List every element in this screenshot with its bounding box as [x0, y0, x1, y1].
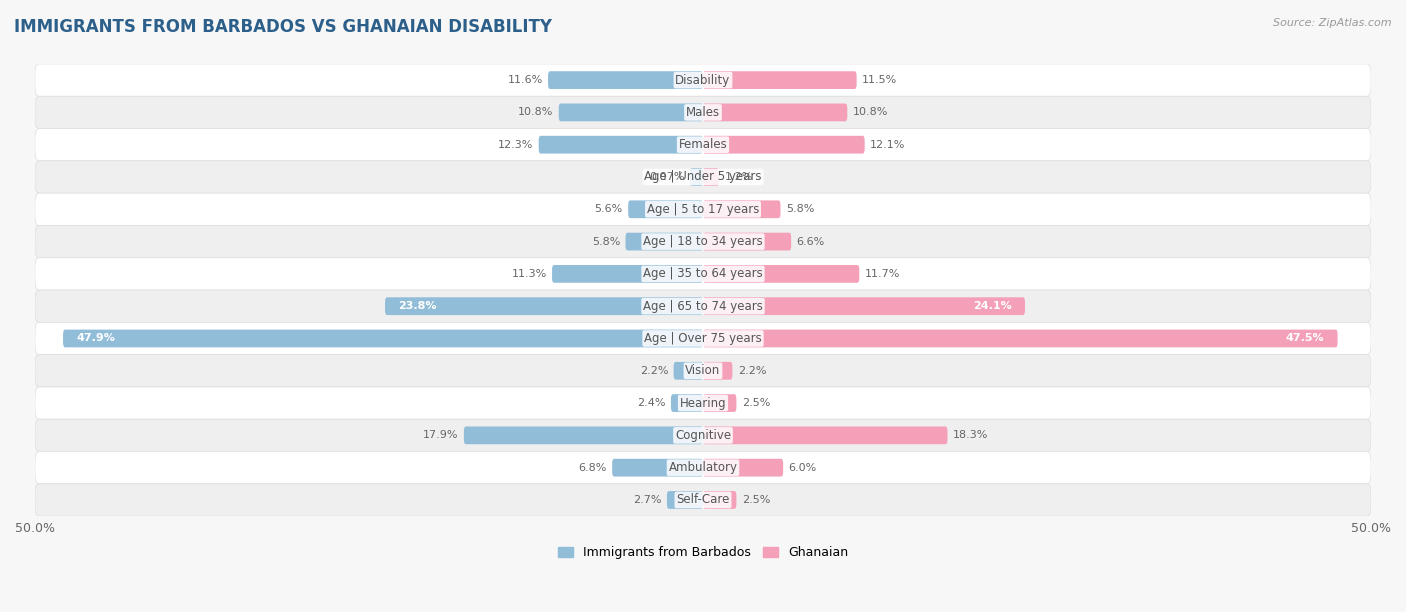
Text: Age | 35 to 64 years: Age | 35 to 64 years [643, 267, 763, 280]
FancyBboxPatch shape [35, 387, 1371, 419]
Text: 6.6%: 6.6% [797, 237, 825, 247]
FancyBboxPatch shape [703, 491, 737, 509]
FancyBboxPatch shape [703, 168, 718, 186]
FancyBboxPatch shape [553, 265, 703, 283]
Text: 12.3%: 12.3% [498, 140, 533, 150]
FancyBboxPatch shape [703, 233, 792, 250]
FancyBboxPatch shape [558, 103, 703, 121]
Text: Source: ZipAtlas.com: Source: ZipAtlas.com [1274, 18, 1392, 28]
FancyBboxPatch shape [628, 200, 703, 218]
FancyBboxPatch shape [703, 362, 733, 379]
Text: 18.3%: 18.3% [953, 430, 988, 441]
Text: 2.2%: 2.2% [640, 366, 668, 376]
FancyBboxPatch shape [690, 168, 703, 186]
FancyBboxPatch shape [666, 491, 703, 509]
FancyBboxPatch shape [703, 459, 783, 477]
Text: Vision: Vision [685, 364, 721, 377]
Text: 47.9%: 47.9% [76, 334, 115, 343]
FancyBboxPatch shape [703, 71, 856, 89]
FancyBboxPatch shape [671, 394, 703, 412]
FancyBboxPatch shape [35, 290, 1371, 323]
Text: 24.1%: 24.1% [973, 301, 1011, 311]
Text: 11.7%: 11.7% [865, 269, 900, 279]
Text: Age | 5 to 17 years: Age | 5 to 17 years [647, 203, 759, 216]
Text: Males: Males [686, 106, 720, 119]
Text: 11.3%: 11.3% [512, 269, 547, 279]
Text: Age | 18 to 34 years: Age | 18 to 34 years [643, 235, 763, 248]
Text: 10.8%: 10.8% [852, 107, 889, 118]
Text: Age | Over 75 years: Age | Over 75 years [644, 332, 762, 345]
Text: Females: Females [679, 138, 727, 151]
Text: 12.1%: 12.1% [870, 140, 905, 150]
FancyBboxPatch shape [703, 200, 780, 218]
FancyBboxPatch shape [35, 161, 1371, 193]
Text: 5.8%: 5.8% [592, 237, 620, 247]
Text: Ambulatory: Ambulatory [668, 461, 738, 474]
Text: 2.2%: 2.2% [738, 366, 766, 376]
FancyBboxPatch shape [63, 330, 703, 348]
FancyBboxPatch shape [385, 297, 703, 315]
Text: 6.8%: 6.8% [578, 463, 607, 472]
Text: Cognitive: Cognitive [675, 429, 731, 442]
Text: 5.8%: 5.8% [786, 204, 814, 214]
Text: Self-Care: Self-Care [676, 493, 730, 507]
FancyBboxPatch shape [703, 103, 848, 121]
Text: 23.8%: 23.8% [398, 301, 437, 311]
Text: 10.8%: 10.8% [517, 107, 554, 118]
FancyBboxPatch shape [35, 323, 1371, 354]
Text: Age | 65 to 74 years: Age | 65 to 74 years [643, 300, 763, 313]
Text: 17.9%: 17.9% [423, 430, 458, 441]
FancyBboxPatch shape [35, 129, 1371, 161]
FancyBboxPatch shape [35, 64, 1371, 96]
FancyBboxPatch shape [35, 258, 1371, 290]
FancyBboxPatch shape [35, 419, 1371, 452]
FancyBboxPatch shape [35, 452, 1371, 484]
FancyBboxPatch shape [35, 484, 1371, 516]
FancyBboxPatch shape [703, 427, 948, 444]
FancyBboxPatch shape [538, 136, 703, 154]
FancyBboxPatch shape [35, 96, 1371, 129]
Text: Disability: Disability [675, 73, 731, 87]
FancyBboxPatch shape [703, 330, 1337, 348]
FancyBboxPatch shape [35, 354, 1371, 387]
FancyBboxPatch shape [703, 297, 1025, 315]
Text: 11.5%: 11.5% [862, 75, 897, 85]
FancyBboxPatch shape [35, 193, 1371, 225]
FancyBboxPatch shape [703, 394, 737, 412]
FancyBboxPatch shape [673, 362, 703, 379]
Text: 5.6%: 5.6% [595, 204, 623, 214]
FancyBboxPatch shape [703, 265, 859, 283]
Text: IMMIGRANTS FROM BARBADOS VS GHANAIAN DISABILITY: IMMIGRANTS FROM BARBADOS VS GHANAIAN DIS… [14, 18, 553, 36]
Text: 0.97%: 0.97% [650, 172, 685, 182]
Text: 2.7%: 2.7% [633, 495, 662, 505]
Text: 6.0%: 6.0% [789, 463, 817, 472]
Text: 2.5%: 2.5% [742, 495, 770, 505]
FancyBboxPatch shape [464, 427, 703, 444]
FancyBboxPatch shape [612, 459, 703, 477]
Text: Hearing: Hearing [679, 397, 727, 409]
Text: Age | Under 5 years: Age | Under 5 years [644, 171, 762, 184]
Legend: Immigrants from Barbados, Ghanaian: Immigrants from Barbados, Ghanaian [553, 541, 853, 564]
FancyBboxPatch shape [703, 136, 865, 154]
Text: 2.4%: 2.4% [637, 398, 665, 408]
Text: 47.5%: 47.5% [1285, 334, 1324, 343]
FancyBboxPatch shape [35, 225, 1371, 258]
FancyBboxPatch shape [626, 233, 703, 250]
FancyBboxPatch shape [548, 71, 703, 89]
Text: 1.2%: 1.2% [724, 172, 752, 182]
Text: 11.6%: 11.6% [508, 75, 543, 85]
Text: 2.5%: 2.5% [742, 398, 770, 408]
